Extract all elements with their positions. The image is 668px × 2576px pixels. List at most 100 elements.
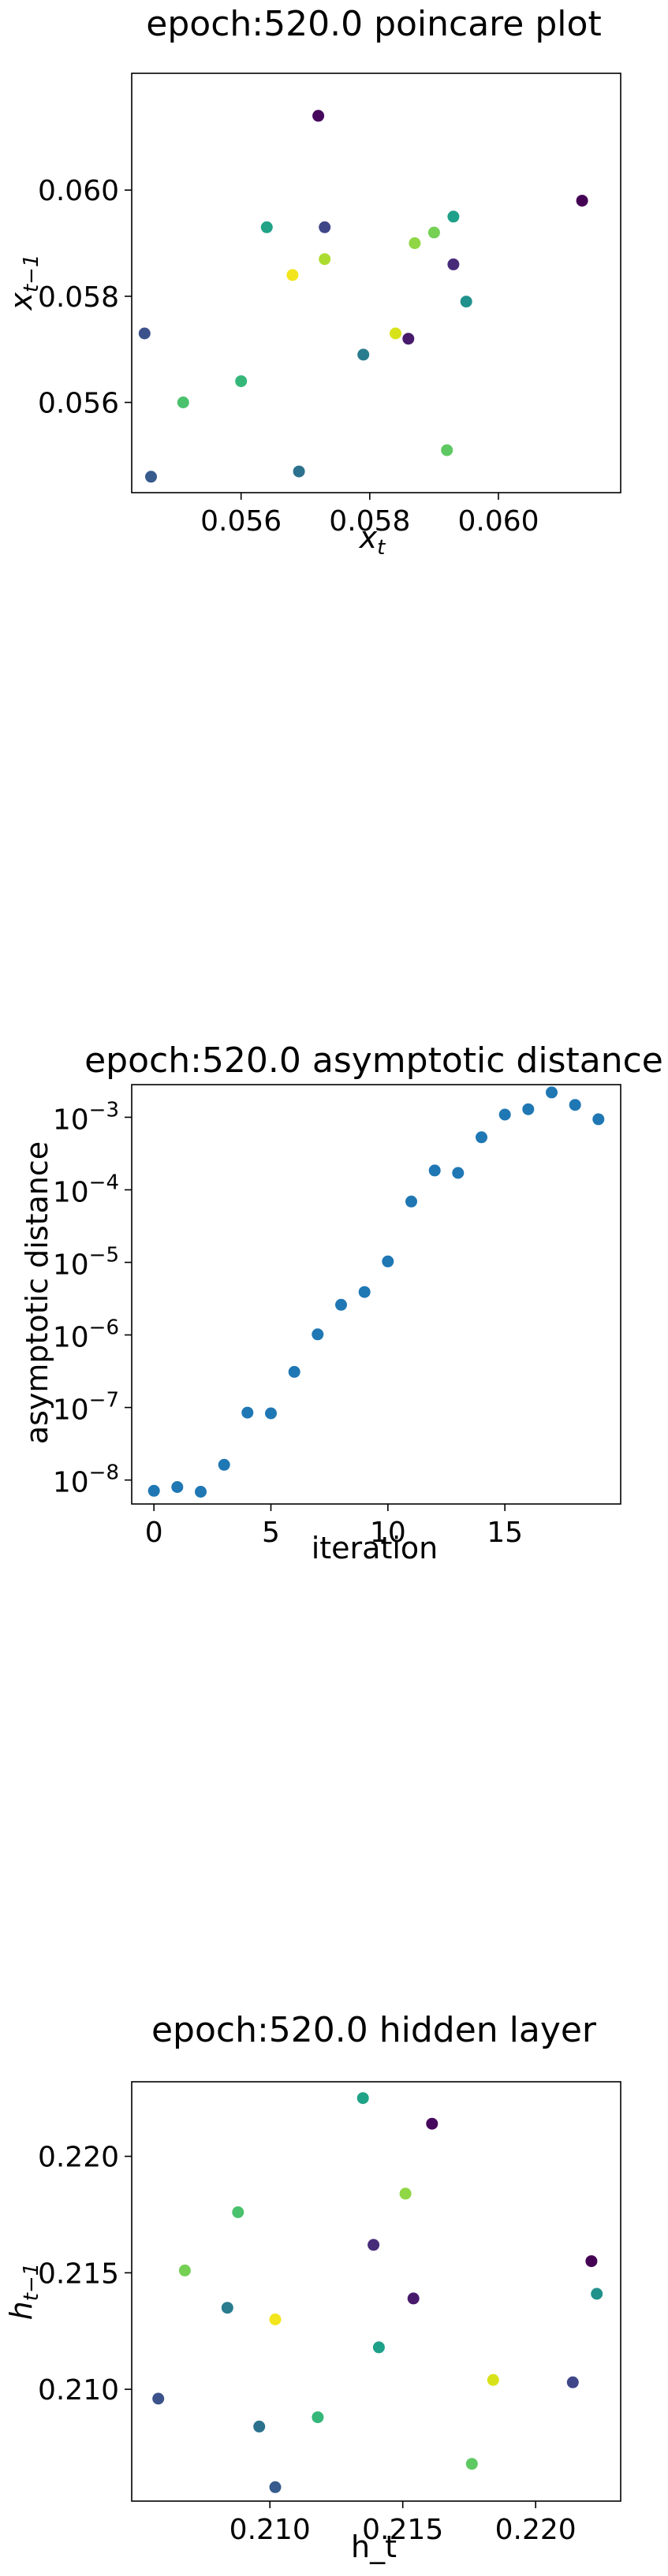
scatter-point	[460, 296, 472, 308]
data-point	[382, 1255, 394, 1268]
scatter-point	[138, 327, 151, 340]
x-tick-label: 0.215	[362, 2514, 443, 2546]
data-point	[452, 1167, 465, 1179]
poincare-plot-title: epoch:520.0 poincare plot	[146, 4, 601, 44]
y-tick-label: 0.215	[38, 2258, 119, 2290]
scatter-point	[357, 348, 370, 361]
x-tick-label: 5	[262, 1517, 280, 1549]
scatter-point	[576, 195, 588, 207]
hidden-layer-points	[152, 2092, 603, 2493]
scatter-point	[293, 465, 305, 478]
scatter-point	[465, 2458, 478, 2470]
data-point	[218, 1458, 230, 1471]
y-tick-label: 0.220	[38, 2142, 119, 2174]
x-tick-label: 0.056	[200, 505, 282, 538]
data-point	[335, 1298, 347, 1311]
scatter-point	[399, 2187, 412, 2200]
data-point	[358, 1286, 371, 1298]
scatter-point	[319, 253, 331, 266]
scatter-point	[312, 110, 325, 122]
scatter-point	[235, 375, 248, 388]
y-tick-label: 0.060	[38, 175, 119, 207]
scatter-point	[152, 2392, 165, 2405]
scatter-point	[269, 2481, 282, 2493]
scatter-point	[409, 237, 421, 249]
scatter-point	[390, 327, 401, 340]
scatter-point	[447, 258, 460, 270]
hidden-layer-x-ticks: 0.210 0.215 0.220	[230, 2501, 577, 2546]
data-point	[428, 1164, 441, 1177]
data-point	[405, 1195, 417, 1208]
data-point	[476, 1131, 487, 1144]
scatter-point	[407, 2292, 420, 2305]
y-tick-label: 10−4	[53, 1171, 119, 1208]
scatter-point	[585, 2255, 598, 2268]
scatter-point	[177, 396, 189, 408]
y-tick-label: 0.058	[38, 281, 119, 314]
scatter-point	[427, 226, 440, 239]
poincare-plot-frame	[131, 73, 621, 493]
scatter-point	[178, 2264, 191, 2276]
hidden-layer-y-label: ht−1	[4, 2263, 43, 2321]
y-tick-label: 0.056	[38, 388, 119, 420]
asymptotic-distance-y-ticks: 10−8 10−7 10−6 10−5 10−4 10−3	[53, 1098, 132, 1499]
y-tick-label: 10−8	[53, 1461, 119, 1499]
data-point	[546, 1086, 558, 1099]
data-point	[195, 1486, 207, 1498]
y-tick-label: 10−7	[53, 1389, 119, 1427]
hidden-layer-frame	[131, 2081, 621, 2502]
scatter-point	[253, 2420, 266, 2433]
asymptotic-distance-title: epoch:520.0 asymptotic distance	[84, 1040, 663, 1081]
data-point	[171, 1481, 184, 1493]
scatter-point	[356, 2092, 369, 2105]
scatter-point	[372, 2341, 385, 2354]
scatter-point	[441, 444, 453, 456]
x-tick-label: 15	[487, 1517, 523, 1549]
y-tick-label: 10−6	[53, 1316, 119, 1354]
y-tick-label: 10−3	[53, 1098, 119, 1136]
data-point	[147, 1484, 160, 1497]
hidden-layer-title: epoch:520.0 hidden layer	[151, 2010, 597, 2050]
asymptotic-distance-frame	[131, 1084, 621, 1505]
scatter-point	[368, 2239, 380, 2251]
asymptotic-distance-chart: epoch:520.0 asymptotic distance 0 5 10 1…	[20, 1040, 663, 1565]
scatter-point	[426, 2117, 438, 2130]
y-tick-label: 0.210	[38, 2374, 119, 2407]
scatter-point	[319, 221, 331, 233]
scatter-point	[145, 471, 157, 483]
data-point	[592, 1113, 605, 1126]
poincare-plot-chart: epoch:520.0 poincare plot 0.056 0.058 0.…	[4, 4, 621, 560]
data-point	[569, 1099, 581, 1111]
x-tick-label: 0.210	[230, 2514, 311, 2546]
scatter-point	[447, 210, 460, 223]
data-point	[312, 1328, 324, 1341]
x-tick-label: 0.220	[495, 2514, 577, 2546]
scatter-point	[312, 2411, 324, 2424]
hidden-layer-y-ticks: 0.210 0.215 0.220	[38, 2142, 132, 2407]
data-point	[288, 1365, 300, 1378]
scatter-point	[487, 2373, 499, 2386]
scatter-point	[269, 2314, 282, 2325]
asymptotic-distance-x-label: iteration	[312, 1531, 438, 1565]
poincare-plot-x-ticks: 0.056 0.058 0.060	[200, 493, 539, 538]
asymptotic-distance-points	[147, 1086, 605, 1498]
x-tick-label: 10	[370, 1517, 406, 1549]
data-point	[265, 1407, 277, 1420]
poincare-plot-x-label: xt	[359, 520, 386, 560]
scatter-point	[232, 2206, 244, 2218]
y-tick-label: 10−5	[53, 1244, 119, 1282]
x-tick-label: 0	[145, 1517, 163, 1549]
poincare-plot-y-label: xt−1	[4, 254, 43, 311]
scatter-point	[566, 2376, 579, 2388]
hidden-layer-x-label: h_t	[351, 2529, 397, 2564]
scatter-point	[260, 221, 273, 233]
poincare-plot-points	[138, 110, 588, 483]
scatter-point	[221, 2302, 233, 2314]
data-point	[241, 1406, 254, 1419]
data-point	[522, 1103, 535, 1115]
data-point	[498, 1108, 511, 1121]
x-tick-label: 0.060	[457, 505, 539, 538]
asymptotic-distance-x-ticks: 0 5 10 15	[145, 1504, 523, 1549]
scatter-point	[286, 269, 299, 281]
poincare-plot-y-ticks: 0.056 0.058 0.060	[38, 175, 132, 420]
